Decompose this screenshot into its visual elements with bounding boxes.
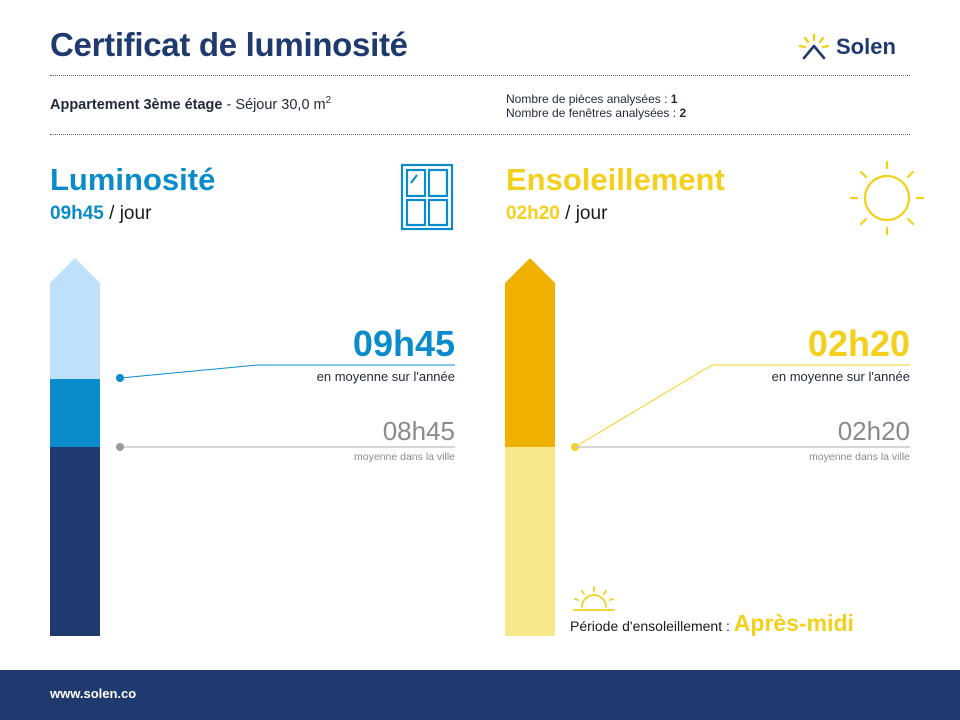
rooms-label: Nombre de pièces analysées : — [506, 92, 671, 106]
ensoleillement-bar-room — [505, 258, 555, 447]
footer-url[interactable]: www.solen.co — [50, 686, 137, 701]
room-label: - Séjour 30,0 m — [222, 96, 326, 113]
luminosite-title: Luminosité — [50, 162, 216, 197]
brand-logo[interactable]: Solen — [798, 32, 896, 62]
divider — [50, 134, 910, 135]
apartment-info: Appartement 3ème étage - Séjour 30,0 m2 — [50, 95, 331, 113]
ensoleillement-big-value: 02h20 — [807, 323, 910, 364]
window-icon — [400, 163, 454, 231]
windows-label: Nombre de fenêtres analysées : — [506, 106, 680, 120]
ensoleillement-leader-line — [574, 364, 910, 448]
analysis-counts: Nombre de pièces analysées : 1 Nombre de… — [506, 92, 686, 120]
footer: www.solen.co — [0, 670, 960, 720]
ensoleillement-big-caption: en moyenne sur l'année — [771, 369, 910, 384]
luminosite-city-caption: moyenne dans la ville — [354, 451, 455, 463]
ensoleillement-daily-value: 02h20 — [506, 203, 560, 224]
luminosite-city-marker — [116, 443, 124, 451]
divider — [50, 75, 910, 76]
ensoleillement-per-day: / jour — [559, 203, 608, 224]
ensoleillement-city-caption: moyenne dans la ville — [809, 451, 910, 463]
luminosite-leader-line — [119, 364, 455, 379]
luminosite-bar-city — [50, 447, 100, 636]
ensoleillement-bar-city — [505, 447, 555, 636]
luminosite-per-day: / jour — [103, 203, 152, 224]
sun-house-icon — [798, 33, 830, 60]
page-title: Certificat de luminosité — [50, 26, 408, 63]
brand-name: Solen — [836, 34, 896, 59]
ensoleillement-title: Ensoleillement — [506, 162, 725, 197]
sun-icon — [850, 160, 925, 236]
sun-period-value: Après-midi — [733, 610, 854, 636]
luminosite-big-value: 09h45 — [352, 323, 455, 364]
luminosite-big-caption: en moyenne sur l'année — [316, 369, 455, 384]
room-unit-sup: 2 — [325, 95, 332, 106]
luminosite-chart — [50, 258, 455, 636]
windows-value: 2 — [679, 106, 687, 120]
ensoleillement-chart — [505, 258, 910, 636]
luminosite-daily: 09h45 / jour — [50, 203, 151, 225]
luminosite-city-value: 08h45 — [382, 416, 455, 446]
sunset-icon — [573, 586, 615, 611]
luminosite-bar-room — [50, 379, 100, 447]
ensoleillement-daily: 02h20 / jour — [506, 203, 607, 225]
luminosite-marker — [116, 374, 124, 382]
ensoleillement-city-value: 02h20 — [837, 416, 910, 446]
sun-period: Période d'ensoleillement : Après-midi — [570, 610, 854, 637]
rooms-value: 1 — [670, 92, 678, 106]
sun-period-label: Période d'ensoleillement : — [570, 618, 734, 634]
luminosite-bar-max — [50, 258, 100, 379]
luminosite-daily-value: 09h45 — [50, 203, 104, 224]
apartment-label: Appartement 3ème étage — [50, 96, 223, 113]
